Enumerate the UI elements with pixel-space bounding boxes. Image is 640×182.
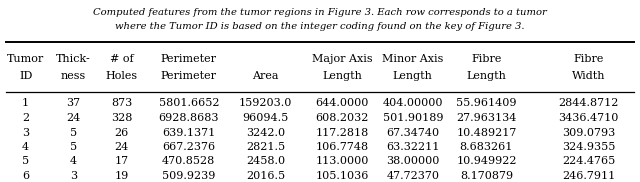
Text: 106.7748: 106.7748 [316, 142, 369, 152]
Text: 324.9355: 324.9355 [562, 142, 616, 152]
Text: 27.963134: 27.963134 [456, 113, 516, 123]
Text: 26: 26 [115, 128, 129, 137]
Text: 8.170879: 8.170879 [460, 171, 513, 181]
Text: Perimeter: Perimeter [161, 54, 217, 64]
Text: 224.4765: 224.4765 [562, 157, 616, 167]
Text: ness: ness [61, 71, 86, 81]
Text: 309.0793: 309.0793 [562, 128, 616, 137]
Text: 67.34740: 67.34740 [386, 128, 440, 137]
Text: Perimeter: Perimeter [161, 71, 217, 81]
Text: 2016.5: 2016.5 [246, 171, 285, 181]
Text: 17: 17 [115, 157, 129, 167]
Text: 10.489217: 10.489217 [456, 128, 516, 137]
Text: 501.90189: 501.90189 [383, 113, 443, 123]
Text: Length: Length [393, 71, 433, 81]
Text: Major Axis: Major Axis [312, 54, 372, 64]
Text: 37: 37 [67, 98, 81, 108]
Text: ID: ID [19, 71, 32, 81]
Text: Fibre: Fibre [471, 54, 502, 64]
Text: 873: 873 [111, 98, 132, 108]
Text: 3436.4710: 3436.4710 [559, 113, 619, 123]
Text: 47.72370: 47.72370 [387, 171, 439, 181]
Text: 608.2032: 608.2032 [316, 113, 369, 123]
Text: Minor Axis: Minor Axis [382, 54, 444, 64]
Text: 2: 2 [22, 113, 29, 123]
Text: 3: 3 [70, 171, 77, 181]
Text: Tumor: Tumor [7, 54, 44, 64]
Text: 5: 5 [70, 128, 77, 137]
Text: Length: Length [467, 71, 506, 81]
Text: 667.2376: 667.2376 [162, 142, 216, 152]
Text: 117.2818: 117.2818 [316, 128, 369, 137]
Text: Computed features from the tumor regions in Figure 3. Each row corresponds to a : Computed features from the tumor regions… [93, 8, 547, 17]
Text: Length: Length [323, 71, 362, 81]
Text: 6: 6 [22, 171, 29, 181]
Text: # of: # of [110, 54, 133, 64]
Text: 246.7911: 246.7911 [562, 171, 616, 181]
Text: 159203.0: 159203.0 [239, 98, 292, 108]
Text: 328: 328 [111, 113, 132, 123]
Text: 96094.5: 96094.5 [243, 113, 289, 123]
Text: 6928.8683: 6928.8683 [159, 113, 219, 123]
Text: 3: 3 [22, 128, 29, 137]
Text: 644.0000: 644.0000 [316, 98, 369, 108]
Text: 4: 4 [70, 157, 77, 167]
Text: 10.949922: 10.949922 [456, 157, 516, 167]
Text: 105.1036: 105.1036 [316, 171, 369, 181]
Text: 5801.6652: 5801.6652 [159, 98, 219, 108]
Text: Area: Area [252, 71, 279, 81]
Text: 4: 4 [22, 142, 29, 152]
Text: 2821.5: 2821.5 [246, 142, 285, 152]
Text: 404.00000: 404.00000 [383, 98, 443, 108]
Text: 1: 1 [22, 98, 29, 108]
Text: 8.683261: 8.683261 [460, 142, 513, 152]
Text: 470.8528: 470.8528 [162, 157, 216, 167]
Text: 113.0000: 113.0000 [316, 157, 369, 167]
Text: 2458.0: 2458.0 [246, 157, 285, 167]
Text: Fibre: Fibre [573, 54, 604, 64]
Text: 19: 19 [115, 171, 129, 181]
Text: 5: 5 [70, 142, 77, 152]
Text: 2844.8712: 2844.8712 [559, 98, 619, 108]
Text: 639.1371: 639.1371 [162, 128, 216, 137]
Text: Width: Width [572, 71, 605, 81]
Text: 55.961409: 55.961409 [456, 98, 516, 108]
Text: 509.9239: 509.9239 [162, 171, 216, 181]
Text: Thick-: Thick- [56, 54, 91, 64]
Text: 38.00000: 38.00000 [386, 157, 440, 167]
Text: 3242.0: 3242.0 [246, 128, 285, 137]
Text: 5: 5 [22, 157, 29, 167]
Text: Holes: Holes [106, 71, 138, 81]
Text: 24: 24 [115, 142, 129, 152]
Text: 63.32211: 63.32211 [386, 142, 440, 152]
Text: 24: 24 [67, 113, 81, 123]
Text: where the Tumor ID is based on the integer coding found on the key of Figure 3.: where the Tumor ID is based on the integ… [115, 22, 525, 31]
